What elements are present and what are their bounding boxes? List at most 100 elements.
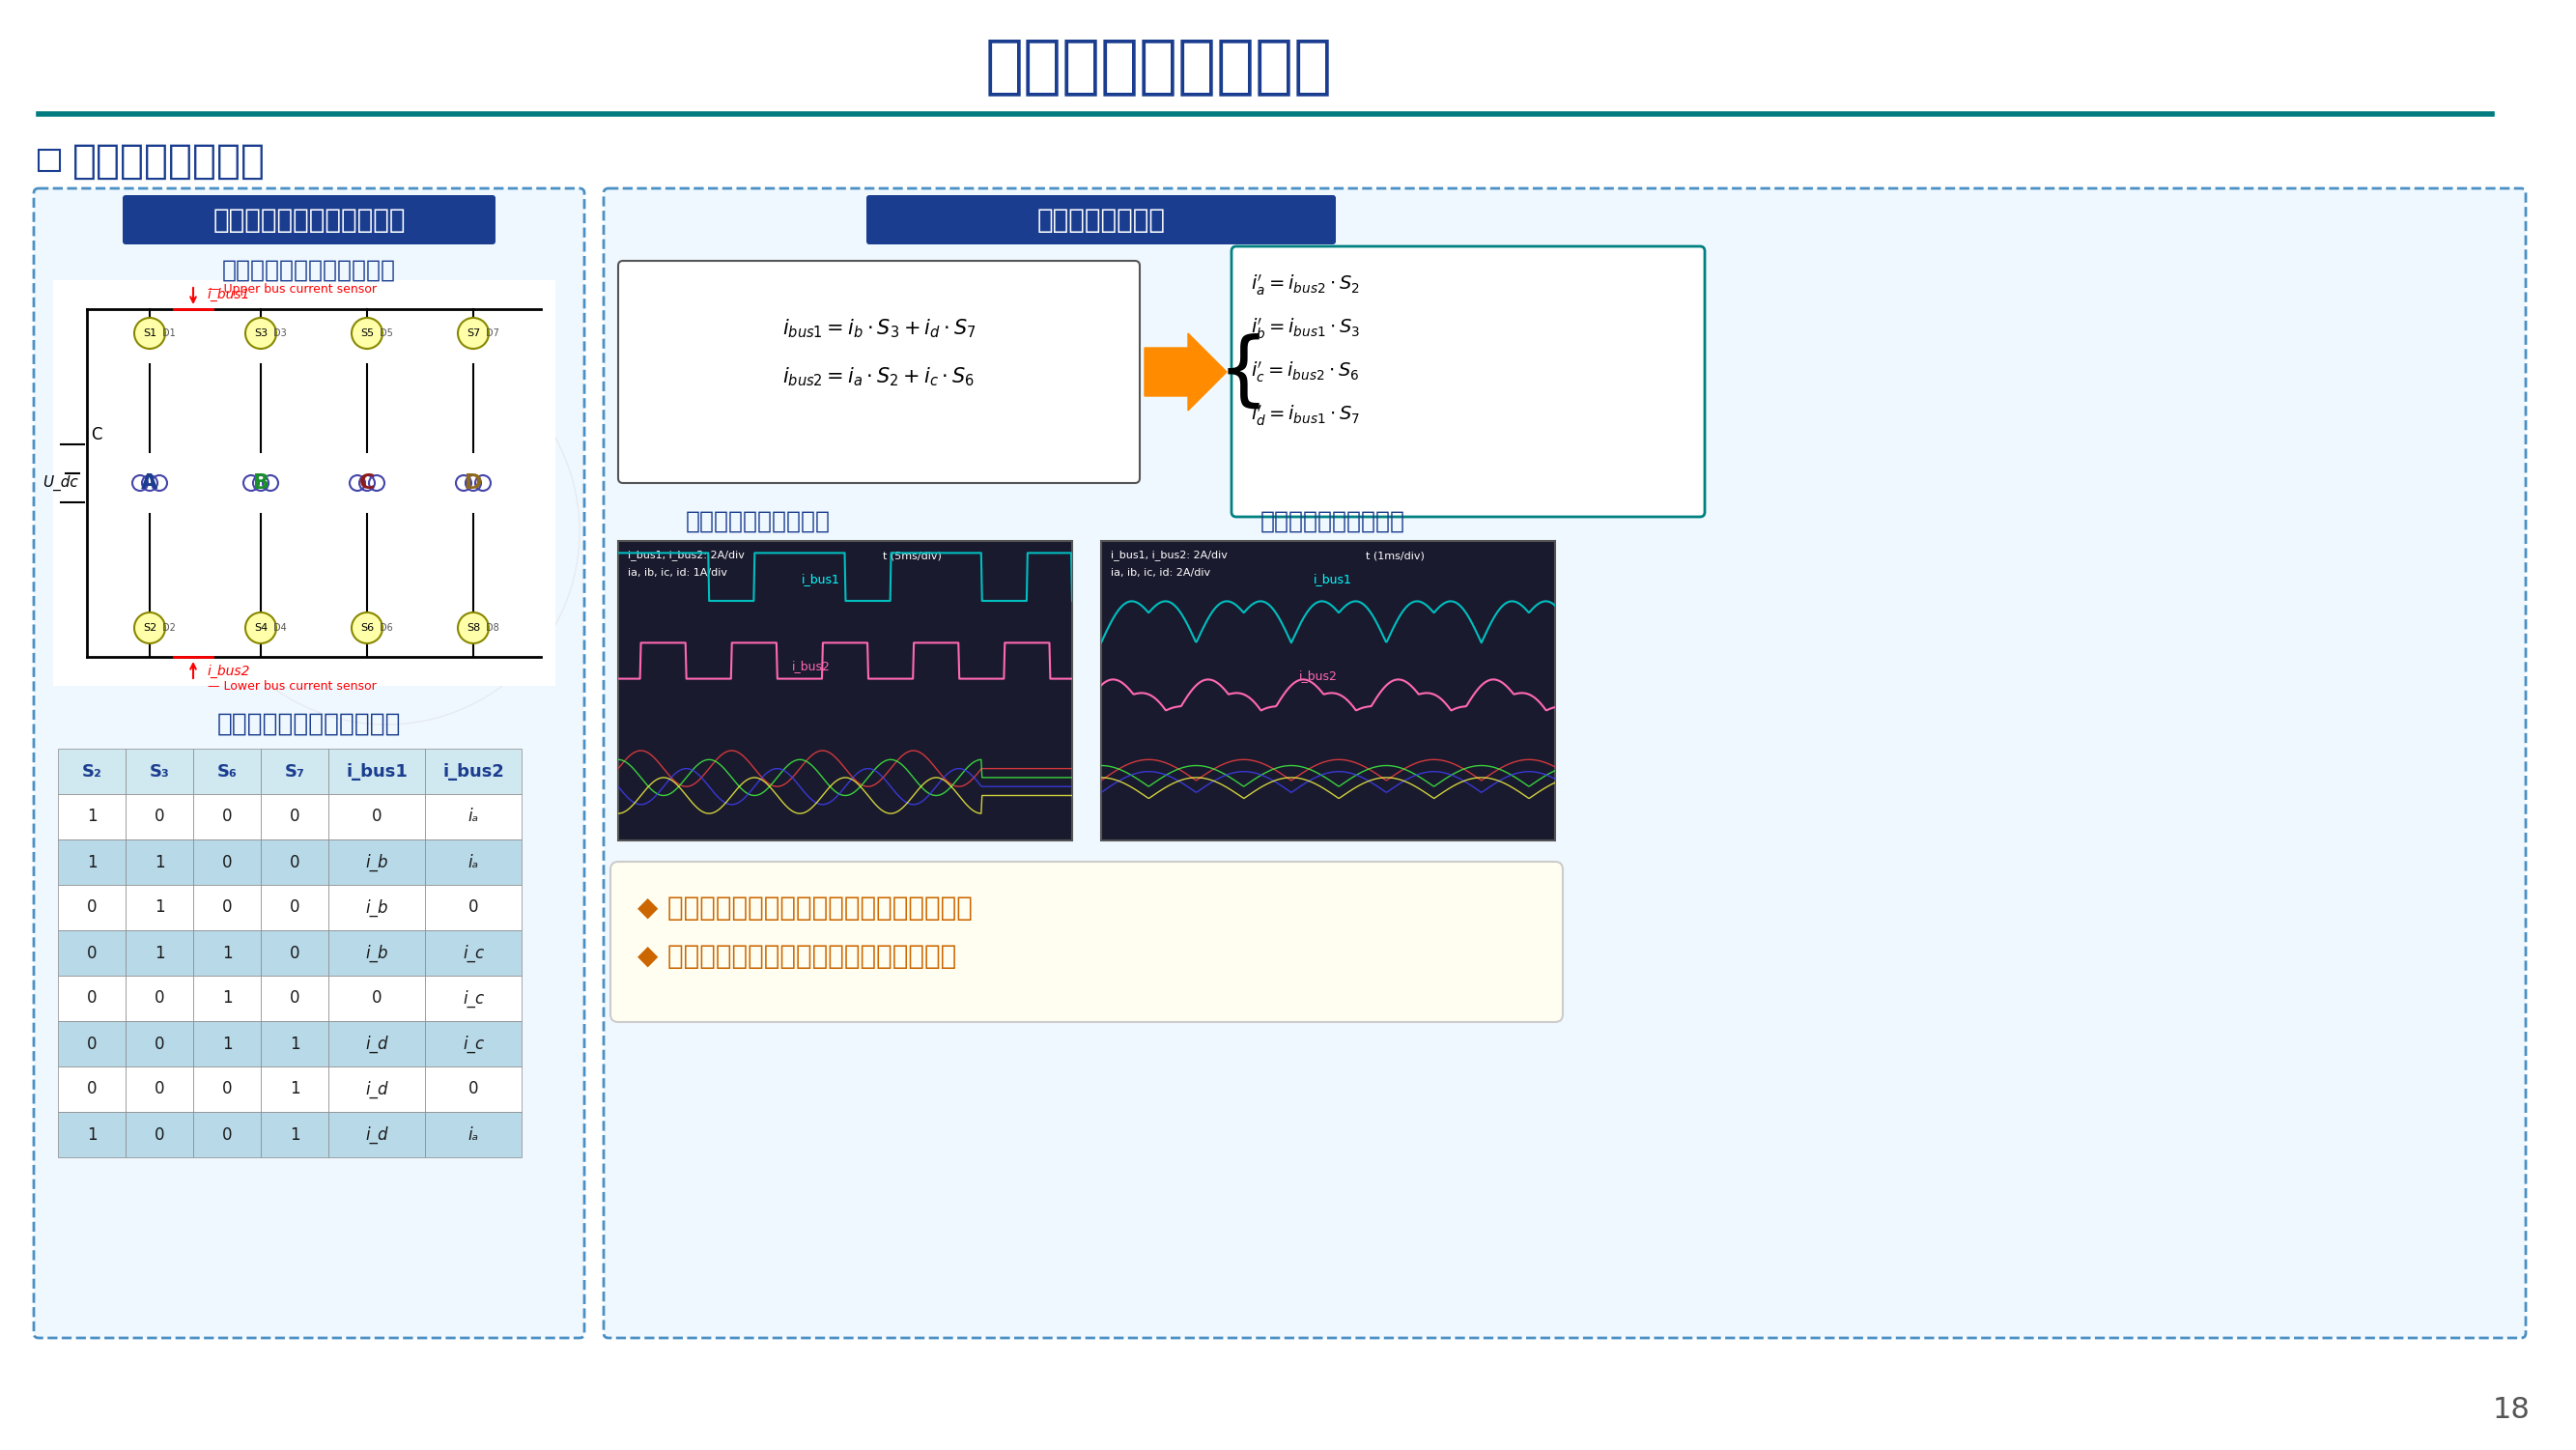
Bar [193,884,260,931]
Text: D8: D8 [487,624,500,632]
Bar [260,1021,327,1067]
Bar [126,976,193,1021]
FancyBboxPatch shape [33,188,585,1338]
Bar [193,931,260,976]
Bar [327,1021,425,1067]
Text: 中国
电工
技术
学会: 中国 电工 技术 学会 [374,489,399,574]
Text: i_bus1: i_bus1 [209,287,250,302]
Text: 0: 0 [88,990,98,1008]
ibus2 [1046,670,1077,687]
FancyBboxPatch shape [866,196,1337,245]
Text: 0: 0 [371,808,381,825]
FancyBboxPatch shape [618,261,1139,483]
ibus1 [603,544,634,561]
Text: $i_c' = i_{bus2} \cdot S_6$: $i_c' = i_{bus2} \cdot S_6$ [1252,360,1360,384]
Text: 1: 1 [222,990,232,1008]
Text: 双母线电流检测法: 双母线电流检测法 [72,141,265,181]
FancyBboxPatch shape [1231,247,1705,516]
Text: C: C [358,473,376,493]
Text: i_b: i_b [366,944,389,961]
Text: S4: S4 [255,624,268,632]
Bar [425,795,520,840]
ibus2 [1056,670,1087,687]
Text: D3: D3 [273,329,286,338]
Bar [260,748,327,795]
Bar [57,931,126,976]
ibus1 [693,592,724,609]
Text: 双母线电流传感器驱动拓扑: 双母线电流传感器驱动拓扑 [222,260,397,283]
FancyBboxPatch shape [611,861,1564,1022]
ibus2 [819,634,850,651]
Bar [260,1112,327,1157]
Text: S3: S3 [255,329,268,338]
Text: S1: S1 [142,329,157,338]
Circle shape [459,612,489,644]
Text: 0: 0 [289,899,299,916]
Bar [57,1112,126,1157]
Text: ia, ib, ic, id: 1A/div: ia, ib, ic, id: 1A/div [629,568,726,577]
Bar [425,1021,520,1067]
Bar [327,884,425,931]
Bar [57,976,126,1021]
Bar [57,748,126,795]
Bar [126,748,193,795]
Text: 1: 1 [222,944,232,961]
ibus1 [976,592,1007,609]
Bar [57,795,126,840]
Bar [327,976,425,1021]
Text: ia, ib, ic, id: 2A/div: ia, ib, ic, id: 2A/div [1110,568,1211,577]
FancyArrowPatch shape [1146,361,1218,383]
Text: D2: D2 [162,624,175,632]
Bar [193,1021,260,1067]
Bar [57,884,126,931]
Text: iₐ: iₐ [469,808,479,825]
Text: 0: 0 [155,1125,165,1143]
Text: 1: 1 [88,854,98,871]
Text: 1: 1 [289,1035,299,1053]
Circle shape [350,612,381,644]
Text: 1: 1 [289,1125,299,1143]
Bar [193,748,260,795]
ibus2 [822,634,853,651]
Bar [54,280,556,686]
ibus1 [819,544,850,561]
Text: 0: 0 [155,808,165,825]
Bar [327,1112,425,1157]
Text: 0: 0 [222,1080,232,1098]
Text: S8: S8 [466,624,479,632]
Text: 双母线电流和开关状态关系: 双母线电流和开关状态关系 [216,712,402,737]
Text: 0: 0 [289,944,299,961]
Text: D5: D5 [379,329,394,338]
Text: S2: S2 [142,624,157,632]
Text: 0: 0 [469,1080,479,1098]
Line: ibus2: ibus2 [618,642,1072,679]
Text: 1: 1 [155,899,165,916]
Bar [425,884,520,931]
Bar [126,1112,193,1157]
Text: D1: D1 [162,329,175,338]
Text: 0: 0 [222,899,232,916]
Bar [425,976,520,1021]
Text: D7: D7 [487,329,500,338]
Text: i_d: i_d [366,1035,389,1053]
Text: 0: 0 [155,1035,165,1053]
Circle shape [134,318,165,349]
Bar [425,840,520,884]
Bar [193,976,260,1021]
Text: 0: 0 [289,854,299,871]
Text: B: B [252,473,268,493]
Bar [57,1067,126,1112]
Text: 双母线电流传感器采样方法: 双母线电流传感器采样方法 [214,207,404,233]
Text: 0: 0 [88,944,98,961]
Text: 18: 18 [2494,1396,2530,1424]
ibus1 [1046,544,1077,561]
Bar [193,795,260,840]
Bar [327,748,425,795]
Text: 0: 0 [88,1080,98,1098]
Circle shape [350,318,381,349]
Circle shape [245,318,276,349]
Text: 1: 1 [155,944,165,961]
Bar [39,149,59,171]
Text: 0: 0 [88,899,98,916]
Text: $i_d' = i_{bus1} \cdot S_7$: $i_d' = i_{bus1} \cdot S_7$ [1252,403,1360,428]
